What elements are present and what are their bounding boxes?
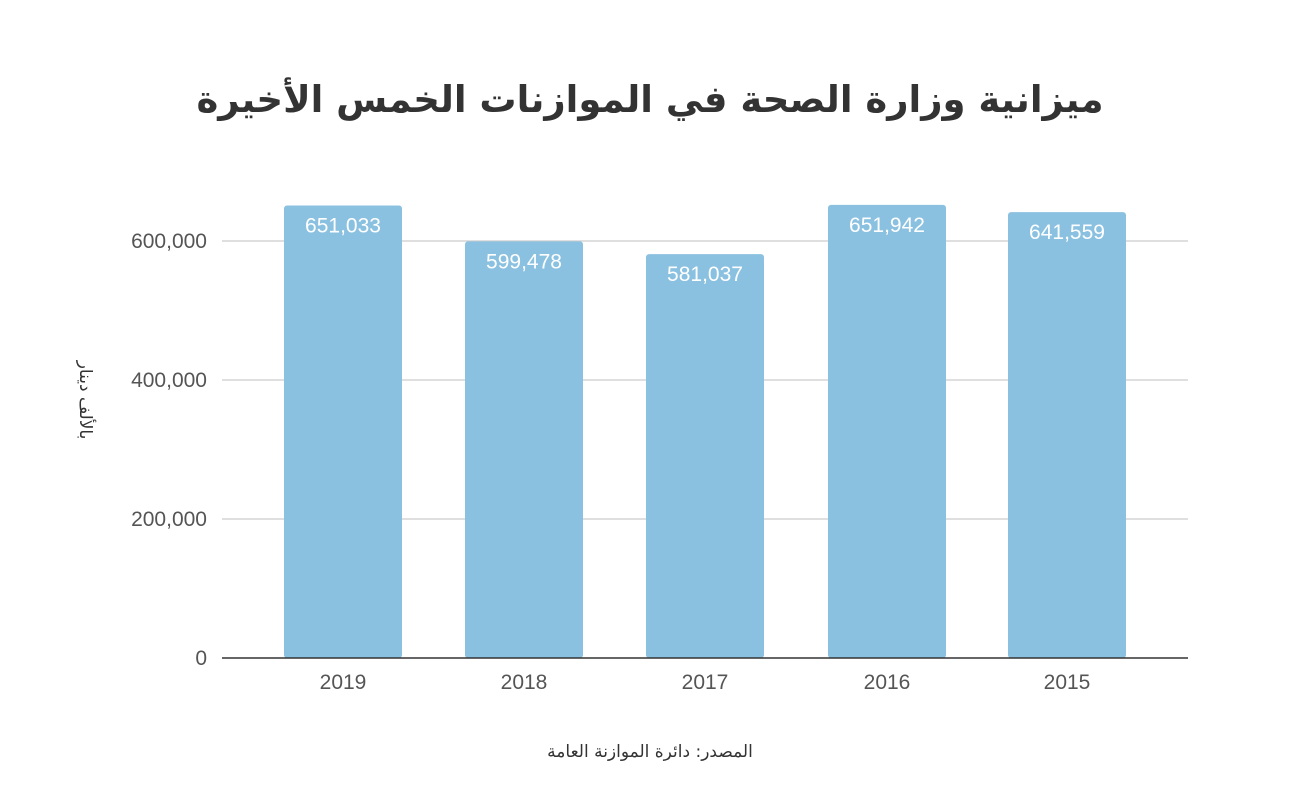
bar (646, 254, 764, 658)
y-tick-label: 0 (195, 647, 207, 670)
x-tick-label: 2018 (501, 671, 548, 694)
source-note: المصدر: دائرة الموازنة العامة (547, 742, 753, 762)
y-tick-label: 600,000 (131, 230, 207, 253)
y-tick-label: 400,000 (131, 369, 207, 392)
x-tick-label: 2015 (1044, 671, 1091, 694)
data-labels: 651,033 599,478 581,037 651,942 641,559 (305, 214, 1105, 286)
data-label: 641,559 (1029, 221, 1105, 244)
chart-title: ميزانية وزارة الصحة في الموازنات الخمس ا… (196, 78, 1104, 121)
bar (828, 204, 946, 658)
x-tick-label: 2016 (864, 671, 911, 694)
data-label: 651,942 (849, 214, 925, 237)
x-tick-label: 2017 (682, 671, 729, 694)
x-tick-label: 2019 (320, 671, 367, 694)
data-label: 651,033 (305, 215, 381, 238)
bar (1008, 212, 1126, 658)
axes: 0 200,000 400,000 600,000 2019 2018 2017 2016 20… (75, 230, 1188, 694)
y-axis-title: بالألف دينار (75, 360, 96, 440)
data-label: 599,478 (486, 250, 562, 273)
bar (284, 205, 402, 659)
y-tick-label: 200,000 (131, 508, 207, 531)
bar (465, 241, 583, 658)
data-label: 581,037 (667, 263, 743, 286)
bars (284, 204, 1126, 659)
